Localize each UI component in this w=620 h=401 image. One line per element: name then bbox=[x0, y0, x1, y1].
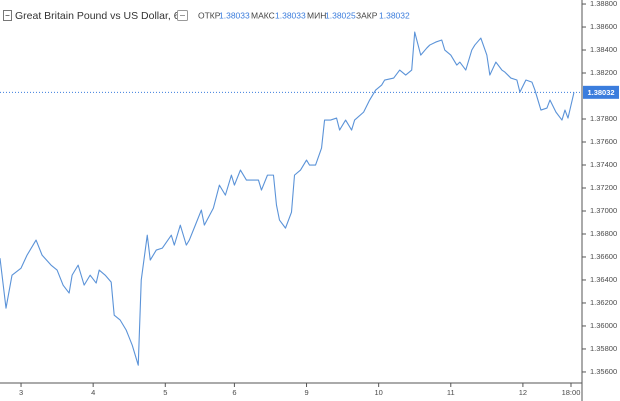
last-price-box bbox=[583, 85, 619, 99]
x-tick-label: 12 bbox=[519, 388, 527, 397]
y-tick-label: 1.37400 bbox=[590, 160, 617, 169]
y-tick-label: 1.38600 bbox=[590, 22, 617, 31]
ohlc-key: ЗАКР bbox=[356, 10, 378, 20]
y-tick-label: 1.38200 bbox=[590, 68, 617, 77]
x-tick-label: 6 bbox=[232, 388, 236, 397]
y-tick-label: 1.37000 bbox=[590, 206, 617, 215]
x-tick-label: 9 bbox=[304, 388, 308, 397]
y-tick-label: 1.35800 bbox=[590, 344, 617, 353]
ohlc-key: МАКС bbox=[251, 10, 275, 20]
x-tick-label: 3 bbox=[19, 388, 23, 397]
y-tick-label: 1.36400 bbox=[590, 275, 617, 284]
x-tick-label: 11 bbox=[447, 388, 455, 397]
x-tick-label: 5 bbox=[163, 388, 167, 397]
y-tick-label: 1.38800 bbox=[590, 0, 617, 8]
y-tick-label: 1.36000 bbox=[590, 321, 617, 330]
last-price-label: 1.38032 bbox=[587, 88, 614, 97]
ohlc-value: 1.38033 bbox=[275, 10, 306, 20]
ohlc-key: МИН bbox=[307, 10, 326, 20]
y-tick-label: 1.38400 bbox=[590, 45, 617, 54]
y-tick-label: 1.37800 bbox=[590, 114, 617, 123]
y-tick-label: 1.37200 bbox=[590, 183, 617, 192]
x-tick-label: 10 bbox=[374, 388, 382, 397]
y-tick-label: 1.35600 bbox=[590, 367, 617, 376]
y-tick-label: 1.37600 bbox=[590, 137, 617, 146]
y-tick-label: 1.36200 bbox=[590, 298, 617, 307]
x-tick-label: 4 bbox=[91, 388, 95, 397]
chart-title: Great Britain Pound vs US Dollar, 60 bbox=[15, 10, 186, 22]
price-line-series bbox=[0, 31, 575, 366]
ohlc-key: ОТКР bbox=[198, 10, 221, 20]
ohlc-value: 1.38033 bbox=[219, 10, 250, 20]
ohlc-value: 1.38032 bbox=[379, 10, 410, 20]
y-tick-label: 1.36800 bbox=[590, 229, 617, 238]
x-tick-label: 18:00 bbox=[562, 388, 581, 397]
y-tick-label: 1.36600 bbox=[590, 252, 617, 261]
ohlc-value: 1.38025 bbox=[325, 10, 356, 20]
